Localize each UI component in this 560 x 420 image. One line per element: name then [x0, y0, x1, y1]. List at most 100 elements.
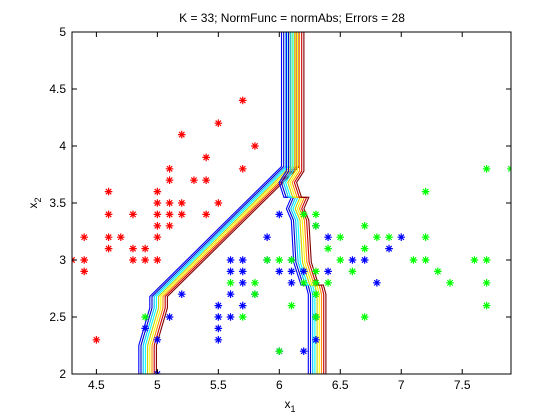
green-point-2	[226, 279, 235, 287]
red-point-34	[214, 199, 223, 207]
green-point-30	[421, 256, 430, 264]
blue-point-5	[177, 290, 186, 298]
green-point-31	[421, 233, 430, 241]
green-point-8	[275, 256, 284, 264]
green-point-5	[251, 279, 259, 287]
blue-point-22	[275, 267, 284, 276]
red-point-27	[177, 210, 186, 219]
green-point-10	[287, 256, 296, 264]
y-tick-label-3: 3	[59, 253, 66, 267]
green-point-11	[299, 279, 308, 287]
red-point-10	[116, 233, 125, 241]
green-point-13	[312, 313, 320, 321]
green-point-26	[360, 222, 369, 230]
red-point-4	[80, 233, 88, 241]
right-boundary-line-4	[284, 32, 316, 374]
blue-point-24	[287, 279, 296, 287]
red-point-19	[153, 210, 162, 219]
blue-point-1	[141, 324, 149, 333]
green-point-6	[263, 256, 271, 264]
red-point-2	[80, 267, 88, 276]
red-point-6	[104, 244, 113, 253]
blue-point-13	[226, 256, 235, 264]
blue-point-8	[214, 313, 223, 321]
blue-point-4	[165, 313, 174, 321]
x-tick-label-7: 7.5	[454, 378, 471, 392]
green-point-9	[287, 301, 296, 310]
blue-point-28	[299, 267, 308, 276]
green-point-23	[348, 267, 357, 276]
red-point-16	[153, 256, 162, 264]
x-tick-label-4: 6	[276, 378, 283, 392]
blue-point-29	[312, 336, 320, 344]
red-point-37	[238, 96, 247, 105]
red-point-9	[104, 187, 113, 196]
y-axis-label-text: x	[26, 203, 40, 209]
red-point-32	[202, 176, 210, 184]
blue-point-20	[263, 233, 271, 241]
green-point-33	[434, 267, 442, 276]
blue-point-34	[348, 256, 357, 264]
x-axis-label-text: x	[284, 397, 290, 411]
green-point-21	[336, 256, 345, 264]
blue-point-9	[214, 301, 223, 310]
red-point-23	[165, 210, 174, 219]
blue-point-25	[287, 267, 296, 276]
red-point-22	[165, 222, 174, 230]
green-point-4	[251, 290, 259, 298]
red-point-18	[153, 222, 162, 230]
y-tick-label-1: 2	[59, 367, 66, 381]
green-point-28	[385, 233, 393, 241]
y-tick-label-6: 4.5	[49, 82, 66, 96]
green-point-16	[312, 267, 320, 276]
red-point-30	[190, 176, 198, 184]
green-point-29	[409, 256, 418, 264]
blue-point-38	[397, 233, 406, 241]
green-point-32	[421, 187, 430, 196]
x-axis-label-subscript: 1	[290, 404, 295, 414]
green-point-20	[324, 244, 332, 253]
blue-point-37	[385, 244, 393, 253]
blue-point-6	[214, 336, 223, 344]
red-point-14	[141, 256, 149, 264]
red-point-36	[238, 165, 247, 173]
green-point-22	[336, 233, 345, 241]
blue-point-33	[324, 233, 332, 241]
red-point-28	[177, 199, 186, 207]
blue-point-12	[226, 267, 235, 276]
y-axis-label: x2	[26, 197, 43, 208]
red-point-12	[129, 244, 137, 253]
blue-point-14	[238, 301, 247, 310]
red-point-17	[153, 233, 162, 241]
red-point-29	[177, 130, 186, 139]
x-axis: 4.5 5 5.5 6 6.5 7 7.5	[88, 32, 471, 392]
x-tick-label-6: 7	[398, 378, 405, 392]
left-boundary-line-1	[138, 32, 283, 374]
green-point-12	[299, 210, 308, 219]
blue-point-15	[238, 279, 247, 287]
red-point-8	[104, 210, 113, 219]
red-point-7	[104, 233, 113, 241]
red-point-35	[214, 119, 223, 127]
y-tick-label-4: 3.5	[49, 196, 66, 210]
right-boundary-line-3	[282, 32, 314, 374]
green-point-18	[312, 210, 320, 219]
blue-point-35	[360, 256, 369, 264]
right-boundary-line-1	[278, 32, 309, 374]
right-boundary-line-2	[280, 32, 312, 374]
red-point-25	[165, 176, 174, 184]
red-point-3	[80, 256, 88, 264]
blue-point-10	[226, 313, 235, 321]
right-boundary-line-6	[289, 32, 320, 374]
green-point-35	[470, 256, 479, 264]
x-axis-label: x1	[284, 397, 295, 414]
green-point-27	[373, 233, 381, 241]
red-point-15	[141, 244, 149, 253]
green-point-39	[482, 165, 491, 173]
green-point-36	[482, 301, 491, 310]
green-point-19	[324, 279, 332, 287]
x-tick-label-2: 5	[154, 378, 161, 392]
blue-point-23	[275, 210, 284, 219]
